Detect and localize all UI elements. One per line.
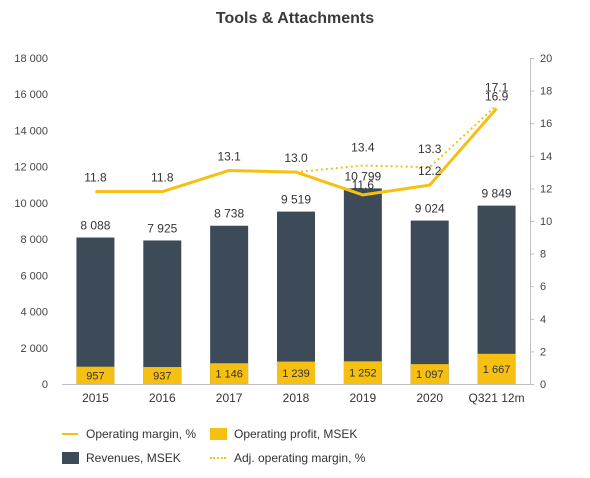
operating-profit-bar (410, 364, 449, 384)
revenue-bar (343, 188, 382, 384)
revenue-value-label: 10 799 (345, 169, 382, 183)
operating-margin-value-label: 13.0 (284, 151, 308, 165)
left-axis-tick-label: 18 000 (14, 53, 48, 65)
right-axis-tick-label: 0 (540, 379, 546, 391)
left-axis-tick-label: 4 000 (20, 307, 48, 319)
revenue-value-label: 9 849 (482, 187, 512, 201)
legend-label-adj-operating-margin: Adj. operating margin, % (234, 451, 366, 465)
left-axis-tick-label: 10 000 (14, 198, 48, 210)
revenue-value-label: 9 024 (415, 202, 445, 216)
operating-profit-bar (210, 363, 249, 384)
right-axis-tick-label: 6 (540, 281, 546, 293)
right-axis-tick-label: 14 (540, 151, 552, 163)
right-axis-tick-label: 4 (540, 314, 546, 326)
legend-item-revenues: Revenues, MSEK (62, 449, 181, 467)
revenue-value-label: 7 925 (147, 221, 177, 235)
left-axis-tick-label: 12 000 (14, 162, 48, 174)
operating-margin-line (95, 107, 498, 197)
adj-operating-margin-value-label: 13.3 (418, 142, 442, 156)
operating-profit-bar (477, 353, 516, 384)
left-axis-tick-label: 14 000 (14, 125, 48, 137)
legend-label-revenues: Revenues, MSEK (86, 451, 181, 465)
right-axis-tick-label: 12 (540, 183, 552, 195)
operating-profit-value-label: 1 239 (282, 368, 310, 380)
axes-layer: 0 2 000 4 000 6 000 8 000 10 000 12 000 14 000 1… (14, 53, 552, 405)
operating-margin-value-label: 11.8 (151, 171, 174, 185)
x-axis-category-label: 2020 (416, 391, 443, 405)
x-axis-category-label: Q321 12m (469, 391, 525, 405)
operating-profit-bar (76, 366, 115, 384)
legend-item-adj-operating-margin: Adj. operating margin, % (210, 449, 365, 467)
revenue-value-label: 8 088 (80, 219, 110, 233)
operating-profit-bar (277, 361, 315, 384)
operating-profit-value-label: 1 252 (349, 368, 377, 380)
legend-dark-swatch (62, 452, 79, 464)
legend-item-operating-margin: Operating margin, % (62, 425, 196, 443)
legend-yellow-swatch (210, 428, 227, 440)
legend-label-operating-margin: Operating margin, % (86, 427, 197, 441)
legend: Operating margin, % Operating profit, MS… (62, 425, 482, 469)
legend-line-swatch (62, 433, 78, 435)
operating-margin-value-label: 13.1 (217, 149, 241, 163)
revenue-bar (277, 211, 315, 384)
left-axis-tick-label: 0 (42, 379, 48, 391)
x-axis-category-label: 2015 (82, 391, 109, 405)
x-axis-category-label: 2017 (216, 391, 243, 405)
revenue-bar (410, 220, 449, 384)
left-axis-tick-label: 8 000 (20, 234, 48, 246)
left-axis-tick-label: 16 000 (14, 89, 48, 101)
lines-layer (95, 104, 498, 197)
revenue-bar (76, 237, 115, 384)
operating-profit-value-label: 1 146 (215, 369, 243, 381)
adj-operating-margin-line (295, 104, 498, 174)
left-axis-tick-label: 2 000 (20, 343, 48, 355)
right-axis-tick-label: 2 (540, 346, 546, 358)
adj-operating-margin-value-label: 13.4 (351, 141, 375, 155)
operating-profit-value-label: 957 (86, 370, 104, 382)
bars-layer (76, 188, 516, 384)
operating-profit-value-label: 1 097 (416, 369, 444, 381)
revenue-value-label: 8 738 (214, 207, 244, 221)
legend-item-operating-profit: Operating profit, MSEK (210, 425, 357, 443)
operating-margin-value-label: 11.8 (84, 171, 107, 185)
revenue-bar (143, 240, 182, 384)
operating-margin-value-label: 12.2 (418, 164, 442, 178)
operating-profit-value-label: 937 (153, 371, 171, 383)
operating-profit-bar (343, 361, 382, 384)
chart-title: Tools & Attachments (215, 10, 375, 27)
operating-margin-value-label: 11.6 (352, 178, 375, 192)
revenue-bar (210, 225, 249, 384)
right-axis-tick-label: 18 (540, 86, 552, 98)
operating-margin-value-label: 16.9 (485, 90, 509, 104)
legend-dotted-swatch (210, 457, 226, 459)
legend-label-operating-profit: Operating profit, MSEK (234, 427, 358, 441)
operating-profit-value-label: 1 667 (483, 364, 511, 376)
x-axis-category-label: 2016 (149, 391, 176, 405)
left-axis-tick-label: 6 000 (20, 270, 48, 282)
right-axis-tick-label: 20 (540, 53, 552, 65)
x-axis-category-label: 2019 (350, 391, 377, 405)
adj-operating-margin-value-label: 17.1 (485, 80, 509, 94)
operating-profit-bar (143, 367, 182, 384)
right-axis-tick-label: 8 (540, 249, 546, 261)
revenue-value-label: 9 519 (281, 193, 311, 207)
x-axis-category-label: 2018 (283, 391, 310, 405)
labels-layer: 8 088 7 925 8 738 9 519 10 799 9 024 9 849 957 9… (80, 80, 511, 382)
right-axis-tick-label: 10 (540, 216, 552, 228)
right-axis-tick-label: 16 (540, 118, 552, 130)
